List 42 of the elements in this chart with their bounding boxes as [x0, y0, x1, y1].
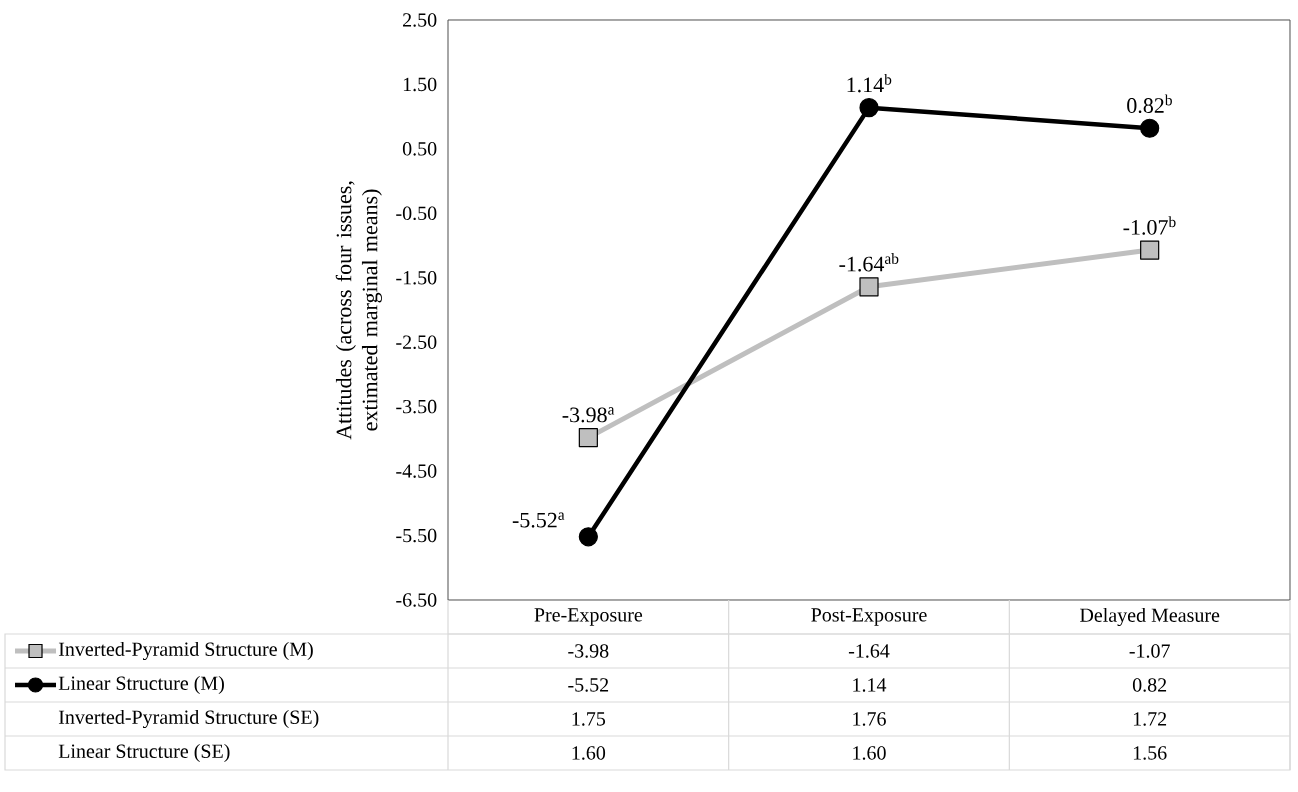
- x-tick-label: Delayed Measure: [1080, 607, 1220, 627]
- point: [859, 277, 879, 297]
- point: [1140, 240, 1160, 260]
- data-label: -1.07$^{b}$: [1123, 216, 1176, 235]
- text: -1.07: [1129, 644, 1170, 658]
- data-label: 0.82$^{b}$: [1127, 94, 1172, 114]
- y-tick-label: -6.50: [396, 593, 437, 607]
- text: Linear Structure (SE): [58, 743, 230, 763]
- data-label: -3.98$^{a}$: [562, 407, 615, 423]
- y-tick-label: -5.50: [396, 528, 437, 543]
- y-tick-label: 0.50: [402, 142, 437, 156]
- y-tick-label: -3.50: [396, 399, 437, 414]
- text: Inverted-Pyramid Structure (SE): [58, 709, 319, 729]
- text: 1.56: [1133, 746, 1167, 760]
- point: [1140, 118, 1160, 138]
- legend-label: Linear Structure (M): [58, 675, 224, 695]
- text: -1.64: [848, 644, 890, 658]
- x-tick-label: Post-Exposure: [811, 608, 927, 626]
- y-tick-label: 1.50: [403, 77, 437, 92]
- text: -5.52: [568, 678, 609, 692]
- point: [578, 427, 598, 448]
- y-tick-label: -4.50: [396, 464, 437, 478]
- text: 1.14: [853, 678, 887, 692]
- legend-label: Inverted-Pyramid Structure (M): [58, 641, 313, 661]
- text: 1.60: [853, 746, 886, 760]
- y-tick-label: -2.50: [396, 335, 437, 349]
- text: 1.72: [1133, 712, 1167, 726]
- y-tick-label: 2.50: [403, 13, 437, 27]
- data-label: -5.52$^{a}$: [512, 512, 565, 528]
- text: 0.82: [1132, 678, 1167, 692]
- text: -3.98: [568, 644, 609, 658]
- point: [859, 98, 879, 118]
- text: 1.60: [572, 746, 606, 760]
- text: 1.75: [572, 712, 606, 726]
- data-label: 1.14$^{b}$: [847, 73, 892, 93]
- y-tick-label: -0.50: [396, 206, 437, 221]
- point: [578, 527, 598, 547]
- text: 1.76: [853, 712, 886, 726]
- y-tick-label: -1.50: [396, 270, 437, 285]
- x-tick-label: Pre-Exposure: [534, 608, 643, 626]
- data-label: -1.64$^{ab}$: [839, 253, 899, 272]
- y-axis-title: Attitudes (across four issues, extimated marginal means): [335, 181, 382, 440]
